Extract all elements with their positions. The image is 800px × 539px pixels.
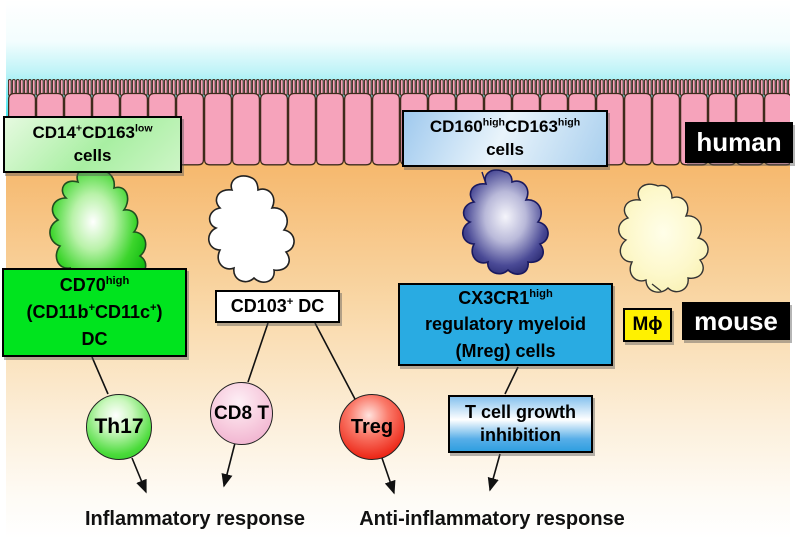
cx3cr1-mreg-label-line2: regulatory myeloid [424, 314, 587, 335]
line-cx3cr1-to-tcell-growth [504, 366, 519, 395]
cd160-cd163high-label: CD160highCD163high cells [402, 110, 608, 167]
th17-cell-label: Th17 [94, 415, 144, 438]
mreg-cell-shape [462, 169, 549, 275]
macrophage-label-text: Mϕ [632, 314, 663, 336]
anti-inflammatory-response-text: Anti-inflammatory response [359, 508, 625, 530]
treg-cell-label: Treg [350, 415, 394, 438]
cd8-t-cell: CD8 T [210, 382, 273, 445]
cd14-cd163low-label-line1: CD14+CD163low [32, 121, 153, 142]
th17-cell: Th17 [86, 394, 152, 460]
line-cd70-to-th17 [91, 356, 109, 395]
treg-cell: Treg [339, 394, 405, 460]
cd103-dc-label: CD103+ DC [215, 290, 340, 323]
human-species-label: human [685, 122, 793, 163]
arrow-tcell-growth-to-anti-inflammatory [487, 453, 501, 492]
cd103-dc-cell-shape [208, 175, 295, 283]
tcell-growth-inhibition-line2: inhibition [480, 425, 561, 445]
mreg-cell-tail [481, 171, 487, 185]
arrow-cd8t-to-inflammatory [221, 442, 236, 488]
cd160-cd163high-label-line1: CD160highCD163high [429, 115, 581, 136]
cx3cr1-mreg-label: CX3CR1high regulatory myeloid (Mreg) cel… [398, 283, 613, 366]
cd70-dc-label-line3: DC [81, 329, 108, 349]
inflammatory-response-text: Inflammatory response [84, 508, 306, 530]
macrophage-cell-tail [651, 283, 662, 292]
mouse-species-label: mouse [682, 302, 790, 340]
line-cd103-to-treg [314, 322, 357, 402]
cd14-cd163low-label-line2: cells [73, 145, 112, 165]
cd160-cd163high-label-line2: cells [486, 139, 524, 159]
arrow-th17-to-inflammatory [131, 457, 147, 494]
human-species-label-text: human [696, 127, 782, 157]
macrophage-cell-shape [618, 183, 709, 293]
arrow-treg-to-anti-inflammatory [381, 457, 396, 495]
cx3cr1-mreg-label-line1: CX3CR1high [458, 288, 553, 309]
cx3cr1-mreg-label-line3: (Mreg) cells [455, 340, 556, 361]
cd70-dc-label: CD70high (CD11b+CD11c+) DC [2, 268, 187, 357]
macrophage-label: Mϕ [623, 308, 672, 342]
cd70-dc-label-line2: (CD11b+CD11c+) [26, 302, 163, 322]
tcell-growth-inhibition-line1: T cell growth [464, 401, 576, 422]
mouse-species-label-text: mouse [694, 305, 778, 336]
cd70-dc-label-line1: CD70high [59, 275, 130, 295]
line-cd103-to-cd8t [247, 322, 269, 383]
cd8-t-cell-label: CD8 T [214, 402, 269, 424]
tcell-growth-inhibition-label: T cell growth inhibition [448, 395, 593, 453]
cd14-cd163low-label: CD14+CD163low cells [3, 116, 182, 173]
cd103-dc-label-text: CD103+ DC [230, 296, 325, 317]
